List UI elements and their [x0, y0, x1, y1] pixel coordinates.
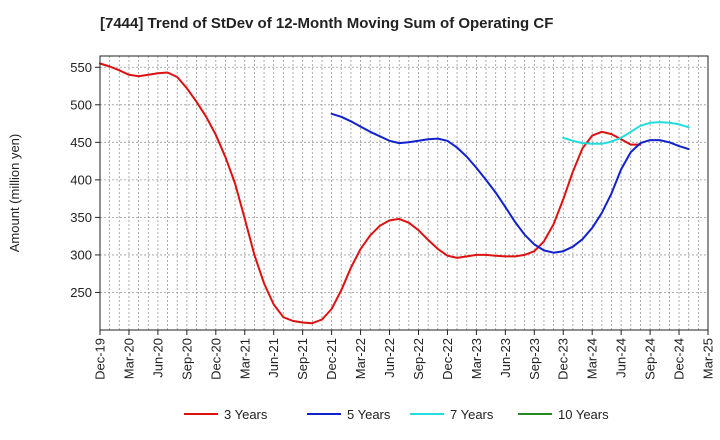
x-tick-label: Dec-23 [556, 338, 571, 380]
legend-label-3-years: 3 Years [224, 407, 268, 422]
x-axis: Dec-19 Mar-20 Jun-20 Sep-20 Dec-20 Mar-21 Jun-… [93, 330, 716, 380]
x-tick-label: Mar-22 [353, 338, 368, 379]
x-tick-label: Sep-24 [643, 338, 658, 380]
series-line-5-years [330, 112, 690, 254]
legend: 3 Years 5 Years 7 Years 10 Years [184, 407, 609, 422]
plot-frame [99, 55, 709, 331]
x-tick-label: Jun-24 [614, 338, 629, 378]
x-tick-label: Sep-22 [411, 338, 426, 380]
y-axis: 250 300 350 400 450 500 550 [70, 60, 100, 300]
x-tick-label: Mar-25 [701, 338, 716, 379]
legend-label-7-years: 7 Years [450, 407, 494, 422]
legend-label-5-years: 5 Years [347, 407, 391, 422]
y-axis-label: Amount (million yen) [7, 134, 22, 253]
x-tick-label: Jun-20 [150, 338, 165, 378]
x-tick-label: Mar-23 [469, 338, 484, 379]
legend-label-10-years: 10 Years [558, 407, 609, 422]
x-tick-label: Dec-19 [93, 338, 108, 380]
y-tick-label: 250 [70, 285, 92, 300]
series-lines [99, 62, 690, 325]
y-tick-label: 450 [70, 135, 92, 150]
x-tick-label: Jun-23 [498, 338, 513, 378]
x-tick-label: Dec-20 [208, 338, 223, 380]
chart-title: [7444] Trend of StDev of 12-Month Moving… [100, 15, 553, 32]
y-tick-label: 400 [70, 172, 92, 187]
x-tick-label: Dec-24 [672, 338, 687, 380]
x-tick-label: Jun-22 [382, 338, 397, 378]
x-tick-label: Sep-20 [179, 338, 194, 380]
series-line-3-years [99, 62, 642, 325]
y-tick-label: 550 [70, 60, 92, 75]
x-tick-label: Sep-21 [295, 338, 310, 380]
grid [100, 56, 708, 330]
y-tick-label: 350 [70, 210, 92, 225]
x-tick-label: Dec-21 [324, 338, 339, 380]
x-tick-label: Sep-23 [527, 338, 542, 380]
y-tick-label: 300 [70, 247, 92, 262]
y-tick-label: 500 [70, 97, 92, 112]
x-tick-label: Mar-20 [121, 338, 136, 379]
x-tick-label: Mar-21 [237, 338, 252, 379]
series-line-7-years [562, 121, 690, 145]
x-tick-label: Dec-22 [440, 338, 455, 380]
x-tick-label: Jun-21 [266, 338, 281, 378]
x-tick-label: Mar-24 [585, 338, 600, 379]
